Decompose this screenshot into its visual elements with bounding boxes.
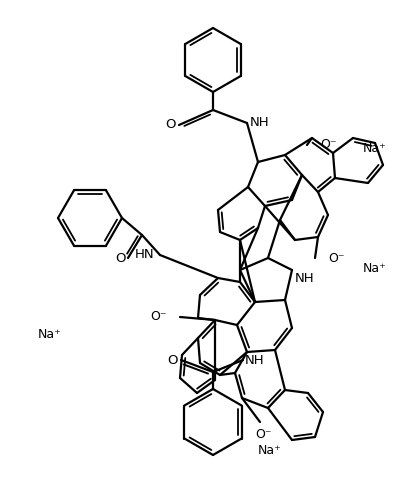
Text: Na⁺: Na⁺ [363,262,387,275]
Text: NH: NH [250,117,270,130]
Text: O⁻: O⁻ [320,139,337,152]
Text: O: O [166,119,176,132]
Text: NH: NH [245,353,265,367]
Text: Na⁺: Na⁺ [258,444,282,456]
Text: O⁻: O⁻ [255,428,271,441]
Text: NH: NH [295,272,315,285]
Text: Na⁺: Na⁺ [363,142,387,155]
Text: O⁻: O⁻ [328,252,344,264]
Text: O: O [115,252,125,264]
Text: HN: HN [135,249,155,262]
Text: Na⁺: Na⁺ [38,328,62,341]
Text: O: O [168,353,178,367]
Text: O⁻: O⁻ [151,311,167,324]
